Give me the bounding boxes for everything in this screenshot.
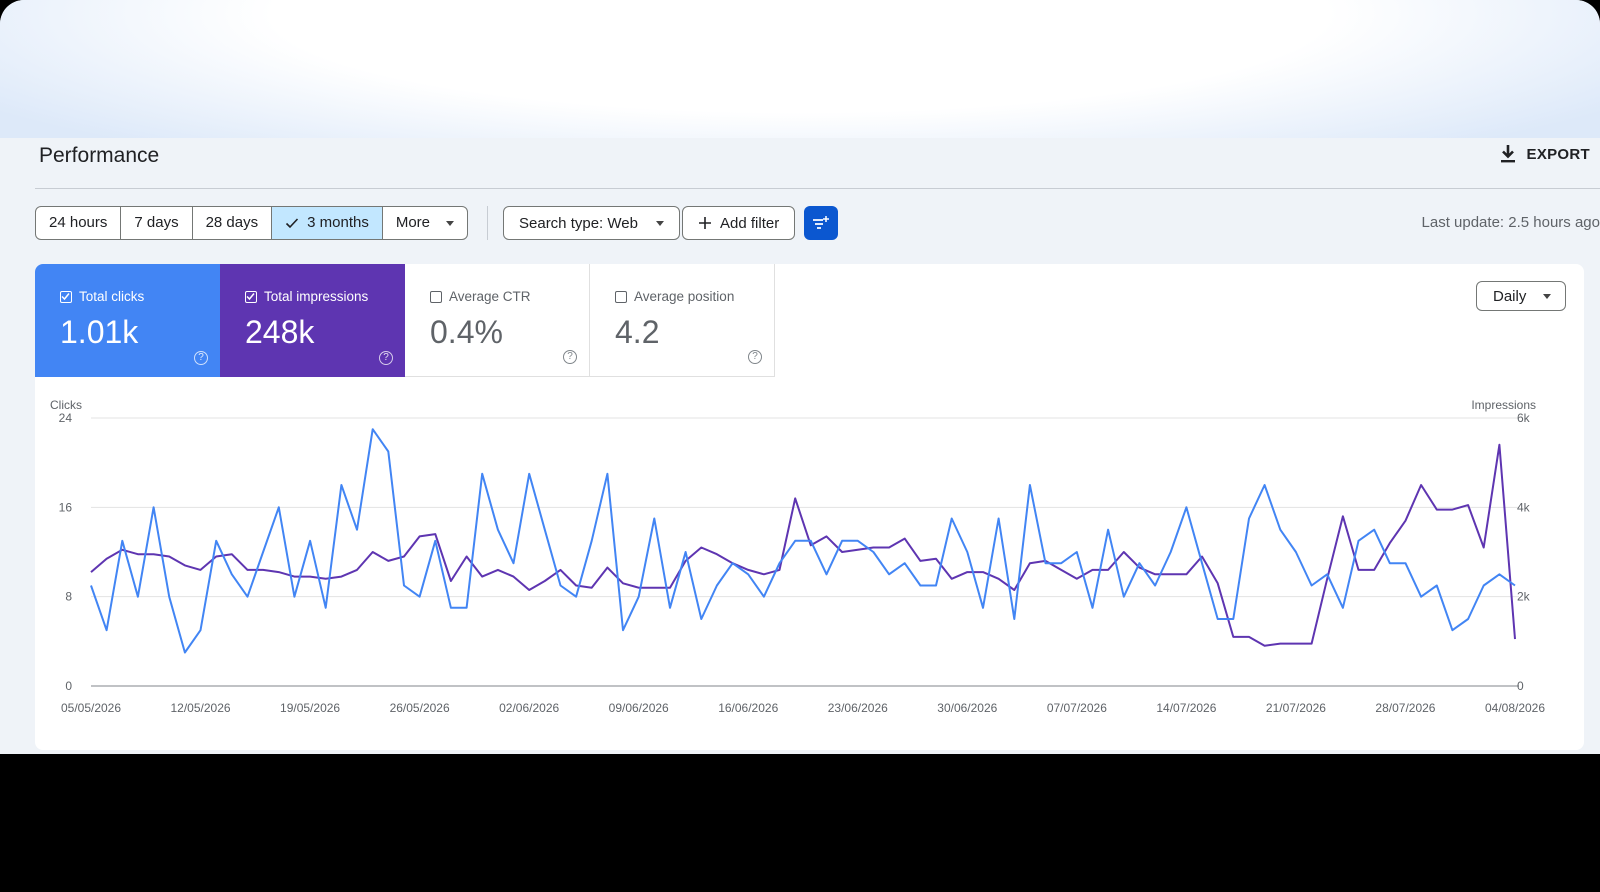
metric-label: Total impressions bbox=[264, 289, 369, 304]
range-28-days[interactable]: 28 days bbox=[193, 207, 273, 239]
help-icon[interactable]: ? bbox=[194, 351, 208, 365]
y-left-tick-label: 8 bbox=[65, 590, 72, 604]
filter-list-icon bbox=[813, 216, 829, 229]
metric-total-impressions[interactable]: Total impressions 248k ? bbox=[220, 264, 405, 377]
y-right-tick-label: 0 bbox=[1517, 679, 1524, 693]
search-type-dropdown[interactable]: Search type: Web bbox=[503, 206, 680, 240]
checkbox-checked[interactable] bbox=[60, 290, 72, 303]
y-left-tick-label: 24 bbox=[59, 411, 73, 425]
y-right-axis-label: Impressions bbox=[1471, 398, 1536, 412]
caret-down-icon bbox=[446, 220, 455, 226]
metric-value: 1.01k bbox=[60, 314, 139, 350]
performance-card: Total clicks 1.01k ? Total impressions 2… bbox=[35, 264, 1584, 750]
metric-label: Total clicks bbox=[79, 289, 145, 304]
checkbox-unchecked[interactable] bbox=[615, 290, 627, 303]
toolbar-separator bbox=[487, 206, 488, 240]
granularity-dropdown[interactable]: Daily bbox=[1476, 281, 1566, 311]
x-tick-label: 21/07/2026 bbox=[1266, 701, 1326, 715]
x-tick-label: 07/07/2026 bbox=[1047, 701, 1107, 715]
series-line-clicks bbox=[90, 428, 1516, 654]
x-tick-label: 23/06/2026 bbox=[828, 701, 888, 715]
series-line-impressions bbox=[90, 443, 1516, 647]
y-left-axis-label: Clicks bbox=[50, 398, 82, 412]
range-more-dropdown[interactable]: More bbox=[383, 207, 467, 239]
range-7-days[interactable]: 7 days bbox=[121, 207, 193, 239]
y-right-tick-label: 6k bbox=[1517, 411, 1531, 425]
last-update-text: Last update: 2.5 hours ago bbox=[1421, 214, 1600, 231]
metric-average-position[interactable]: Average position 4.2 ? bbox=[590, 264, 775, 377]
range-3-months[interactable]: 3 months bbox=[272, 207, 383, 239]
page-title: Performance bbox=[39, 144, 160, 167]
y-left-tick-label: 0 bbox=[65, 679, 72, 693]
y-right-tick-label: 2k bbox=[1517, 590, 1531, 604]
metric-value: 248k bbox=[245, 314, 315, 350]
help-icon[interactable]: ? bbox=[748, 350, 762, 364]
x-tick-label: 09/06/2026 bbox=[609, 701, 669, 715]
hero-banner bbox=[0, 0, 1600, 138]
plus-icon bbox=[699, 217, 711, 229]
help-icon[interactable]: ? bbox=[379, 351, 393, 365]
checkbox-checked[interactable] bbox=[245, 290, 257, 303]
metric-value: 4.2 bbox=[615, 314, 660, 350]
metric-value: 0.4% bbox=[430, 314, 503, 350]
metric-label: Average position bbox=[634, 289, 735, 304]
x-tick-label: 05/05/2026 bbox=[61, 701, 121, 715]
x-tick-label: 30/06/2026 bbox=[937, 701, 997, 715]
x-tick-label: 26/05/2026 bbox=[390, 701, 450, 715]
y-left-tick-label: 16 bbox=[59, 500, 73, 514]
x-tick-label: 04/08/2026 bbox=[1485, 701, 1545, 715]
performance-chart: 0 0 8 2k 16 4k 24 6k Clicks Impressions 05/05/2026… bbox=[50, 398, 1545, 715]
metric-label: Average CTR bbox=[449, 289, 531, 304]
metric-total-clicks[interactable]: Total clicks 1.01k ? bbox=[35, 264, 220, 377]
add-filter-button[interactable]: Add filter bbox=[682, 206, 796, 240]
header-divider bbox=[35, 188, 1600, 189]
x-tick-label: 14/07/2026 bbox=[1156, 701, 1216, 715]
filter-settings-button[interactable] bbox=[804, 206, 838, 240]
metric-average-ctr[interactable]: Average CTR 0.4% ? bbox=[405, 264, 590, 377]
export-button[interactable]: EXPORT bbox=[1499, 144, 1590, 164]
app-frame: Performance EXPORT 24 hours 7 days 28 da… bbox=[0, 0, 1600, 754]
help-icon[interactable]: ? bbox=[563, 350, 577, 364]
caret-down-icon bbox=[1543, 293, 1552, 299]
x-tick-label: 02/06/2026 bbox=[499, 701, 559, 715]
x-tick-label: 19/05/2026 bbox=[280, 701, 340, 715]
download-icon bbox=[1500, 145, 1515, 163]
check-icon bbox=[286, 218, 299, 229]
export-label: EXPORT bbox=[1526, 145, 1590, 163]
date-range-selector: 24 hours 7 days 28 days 3 months More bbox=[35, 206, 469, 240]
caret-down-icon bbox=[655, 220, 664, 226]
x-tick-label: 12/05/2026 bbox=[171, 701, 231, 715]
checkbox-unchecked[interactable] bbox=[430, 290, 442, 303]
y-right-tick-label: 4k bbox=[1517, 500, 1531, 514]
x-tick-label: 28/07/2026 bbox=[1375, 701, 1435, 715]
range-24-hours[interactable]: 24 hours bbox=[36, 207, 122, 239]
x-tick-label: 16/06/2026 bbox=[718, 701, 778, 715]
